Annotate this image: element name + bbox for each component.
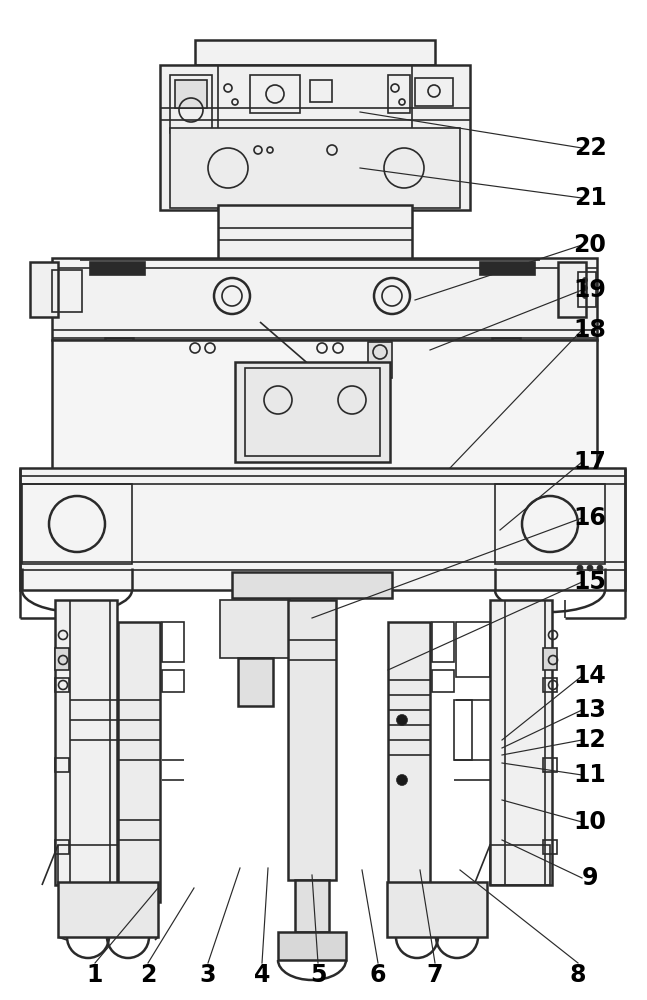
Bar: [245, 368, 380, 456]
Bar: [432, 622, 454, 662]
Bar: [388, 622, 430, 902]
Bar: [162, 670, 184, 692]
Circle shape: [582, 294, 587, 298]
Bar: [170, 128, 460, 208]
Bar: [162, 622, 184, 662]
Bar: [387, 882, 487, 937]
Bar: [295, 880, 329, 932]
Bar: [578, 272, 596, 307]
Bar: [232, 572, 392, 598]
Bar: [432, 670, 454, 692]
Ellipse shape: [292, 578, 332, 592]
Text: 14: 14: [574, 664, 606, 688]
Bar: [288, 600, 336, 880]
Bar: [543, 840, 557, 854]
Bar: [55, 600, 117, 885]
Text: 2: 2: [140, 963, 156, 987]
Bar: [22, 484, 132, 564]
Bar: [278, 932, 346, 960]
Bar: [170, 75, 212, 133]
Text: 10: 10: [573, 810, 606, 834]
Text: 8: 8: [570, 963, 586, 987]
Bar: [58, 882, 158, 937]
Text: 11: 11: [574, 763, 606, 787]
Bar: [30, 262, 58, 317]
Bar: [238, 658, 273, 706]
Bar: [52, 340, 597, 470]
Bar: [543, 678, 557, 692]
Text: 21: 21: [574, 186, 606, 210]
Bar: [55, 648, 69, 670]
Bar: [490, 845, 550, 885]
Circle shape: [397, 714, 408, 726]
Text: 1: 1: [87, 963, 103, 987]
Text: 16: 16: [573, 506, 606, 530]
Bar: [220, 600, 290, 658]
Bar: [55, 678, 69, 692]
Text: 5: 5: [310, 963, 326, 987]
Bar: [456, 622, 490, 677]
Circle shape: [597, 565, 603, 571]
Bar: [195, 40, 435, 65]
Bar: [480, 262, 535, 275]
Bar: [454, 700, 472, 760]
Circle shape: [587, 565, 593, 571]
Circle shape: [582, 286, 587, 290]
Circle shape: [397, 774, 408, 786]
Text: 3: 3: [200, 963, 216, 987]
Bar: [105, 338, 133, 360]
Bar: [495, 484, 605, 564]
Text: 17: 17: [573, 450, 606, 474]
Bar: [55, 840, 69, 854]
Bar: [492, 338, 520, 360]
Text: 12: 12: [574, 728, 606, 752]
Bar: [368, 342, 392, 378]
Bar: [175, 80, 207, 108]
Bar: [58, 845, 118, 885]
Bar: [20, 468, 625, 590]
Text: 13: 13: [573, 698, 606, 722]
Bar: [52, 258, 597, 340]
Bar: [118, 622, 160, 902]
Circle shape: [577, 565, 583, 571]
Text: 6: 6: [369, 963, 386, 987]
Bar: [490, 600, 552, 885]
Bar: [235, 362, 390, 462]
Bar: [218, 205, 412, 260]
Bar: [543, 758, 557, 772]
Text: 9: 9: [582, 866, 598, 890]
Bar: [90, 262, 145, 275]
Bar: [52, 270, 82, 312]
Text: 15: 15: [573, 570, 606, 594]
Bar: [55, 758, 69, 772]
Text: 20: 20: [573, 233, 606, 257]
Text: 19: 19: [573, 278, 606, 302]
Bar: [543, 648, 557, 670]
Bar: [250, 75, 300, 113]
Text: 18: 18: [573, 318, 606, 342]
Text: 22: 22: [574, 136, 606, 160]
Bar: [388, 75, 410, 113]
Bar: [160, 65, 470, 210]
Ellipse shape: [282, 582, 312, 598]
Bar: [310, 80, 332, 102]
Circle shape: [582, 277, 587, 282]
Bar: [415, 78, 453, 106]
Bar: [558, 262, 586, 317]
Text: 7: 7: [427, 963, 443, 987]
Text: 4: 4: [254, 963, 270, 987]
